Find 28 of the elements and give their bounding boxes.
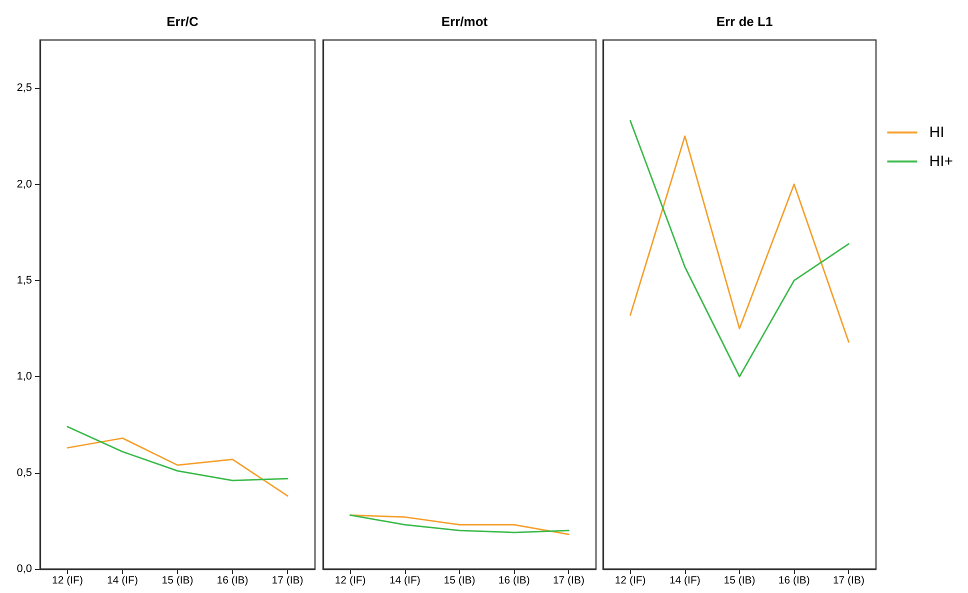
- y-tick-label: 1,5: [16, 274, 32, 286]
- y-tick-label: 2,0: [16, 178, 32, 190]
- x-tick-label: 14 (IF): [107, 574, 138, 586]
- chart-title: Err/C: [166, 14, 199, 29]
- x-tick-label: 14 (IF): [669, 574, 700, 586]
- x-tick-label: 16 (IB): [498, 574, 530, 586]
- chart-title: Err/mot: [441, 14, 488, 29]
- x-tick-label: 17 (IB): [552, 574, 584, 586]
- y-tick-label: 0,5: [16, 466, 32, 479]
- legend-label: HI+: [929, 153, 954, 170]
- legend-label: HI: [929, 124, 944, 141]
- x-tick-label: 17 (IB): [832, 574, 864, 586]
- y-tick-label: 1,0: [16, 370, 32, 383]
- x-tick-label: 15 (IB): [162, 574, 194, 586]
- x-tick-label: 16 (IB): [216, 574, 248, 586]
- x-tick-label: 12 (IF): [52, 574, 83, 586]
- x-tick-label: 16 (IB): [778, 574, 810, 586]
- chart-title: Err de L1: [716, 14, 773, 29]
- x-tick-label: 15 (IB): [724, 574, 756, 586]
- y-tick-label: 2,5: [16, 82, 32, 94]
- x-tick-label: 17 (IB): [272, 574, 304, 586]
- y-tick-label: 0,0: [16, 563, 32, 575]
- line-series: [66, 437, 288, 497]
- line-series: [66, 426, 288, 482]
- x-tick-label: 12 (IF): [614, 574, 646, 586]
- x-tick-label: 14 (IF): [389, 574, 420, 586]
- x-tick-label: 12 (IF): [334, 574, 366, 586]
- x-tick-label: 15 (IB): [444, 574, 476, 586]
